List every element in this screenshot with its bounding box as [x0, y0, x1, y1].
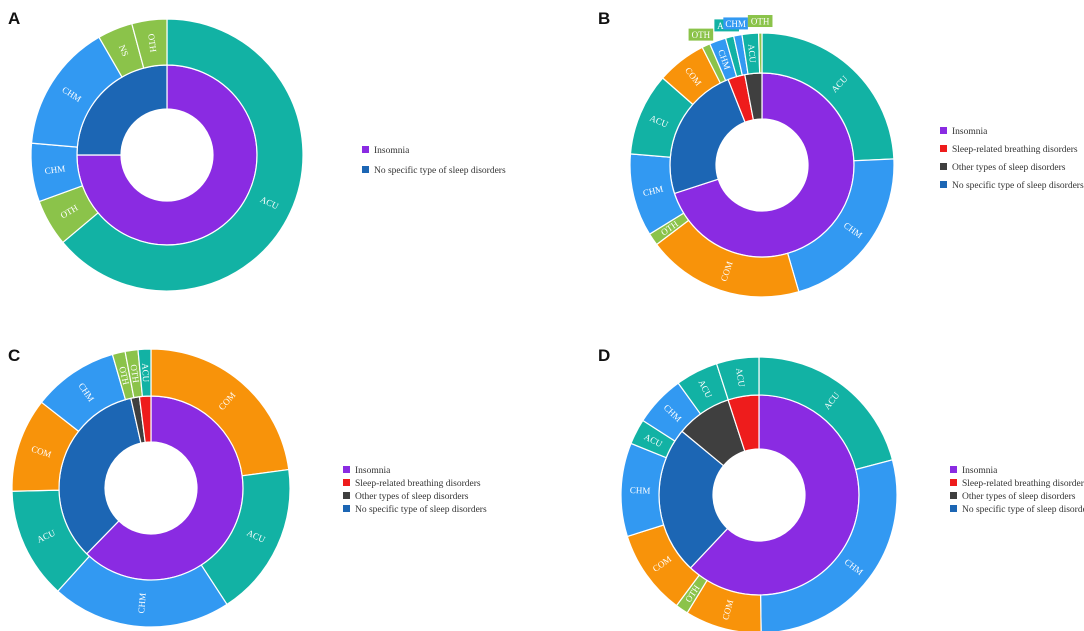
legend-label: No specific type of sleep disorders	[962, 504, 1084, 515]
segment-label: OTH	[117, 366, 131, 387]
legend-label: Sleep-related breathing disorders	[952, 145, 1078, 155]
legend-label: Other types of sleep disorders	[355, 491, 469, 502]
legend-label: Insomnia	[374, 146, 410, 156]
panel-letter: D	[598, 346, 610, 365]
outer-segment-acu	[61, 18, 304, 292]
legend-label: Insomnia	[952, 127, 988, 137]
segment-label: ACU	[746, 44, 758, 64]
segment-label: CHM	[642, 184, 664, 198]
outer-segment-acu	[137, 348, 152, 398]
legend-swatch	[940, 145, 947, 152]
outer-segment-oth	[758, 32, 763, 74]
outer-segment-acu	[715, 356, 760, 401]
external-label: CHM	[725, 19, 746, 29]
legend-swatch	[950, 479, 957, 486]
legend-label: Sleep-related breathing disorders	[355, 479, 481, 489]
panel-letter: C	[8, 346, 20, 365]
segment-label: CHM	[44, 163, 66, 176]
legend-label: Other types of sleep disorders	[952, 162, 1066, 173]
legend-swatch	[343, 479, 350, 486]
segment-label: OTH	[129, 364, 142, 384]
external-label-box	[723, 17, 748, 30]
panel-b: BACUCHMCOMOTHCHMACUCOMOTHCHMACUCHMACUOTH…	[598, 9, 1084, 298]
legend-swatch	[940, 181, 947, 188]
segment-label: CHM	[136, 593, 148, 614]
legend-label: Insomnia	[355, 466, 391, 476]
external-label-box	[688, 28, 714, 41]
legend-swatch	[362, 146, 369, 153]
legend-label: Other types of sleep disorders	[962, 491, 1076, 502]
segment-label: CHM	[630, 485, 651, 496]
segment-label: ACU	[734, 367, 747, 388]
legend-swatch	[940, 127, 947, 134]
legend-label: No specific type of sleep disorders	[374, 165, 506, 176]
external-label: OTH	[692, 30, 711, 40]
legend-swatch	[940, 163, 947, 170]
legend-label: Sleep-related breathing disorders	[962, 479, 1084, 489]
legend-label: Insomnia	[962, 466, 998, 476]
legend-swatch	[343, 492, 350, 499]
segment-label: NS	[117, 43, 131, 57]
legend-label: No specific type of sleep disorders	[952, 180, 1084, 191]
legend-swatch	[950, 505, 957, 512]
legend-swatch	[343, 466, 350, 473]
segment-label: OTH	[146, 33, 158, 53]
panel-d: DACUCHMCOMOTHCOMCHMACUCHMACUACUInsomniaS…	[598, 346, 1084, 631]
external-label-box	[747, 15, 773, 28]
legend-swatch	[362, 166, 369, 173]
legend-swatch	[950, 466, 957, 473]
segment-label: ACU	[140, 363, 151, 383]
legend-swatch	[343, 505, 350, 512]
outer-segment-oth	[131, 18, 168, 69]
legend-label: No specific type of sleep disorders	[355, 504, 487, 515]
legend-swatch	[950, 492, 957, 499]
external-label: OTH	[751, 17, 770, 27]
panel-letter: B	[598, 9, 610, 28]
panel-letter: A	[8, 9, 20, 28]
outer-segment-chm	[759, 459, 898, 631]
